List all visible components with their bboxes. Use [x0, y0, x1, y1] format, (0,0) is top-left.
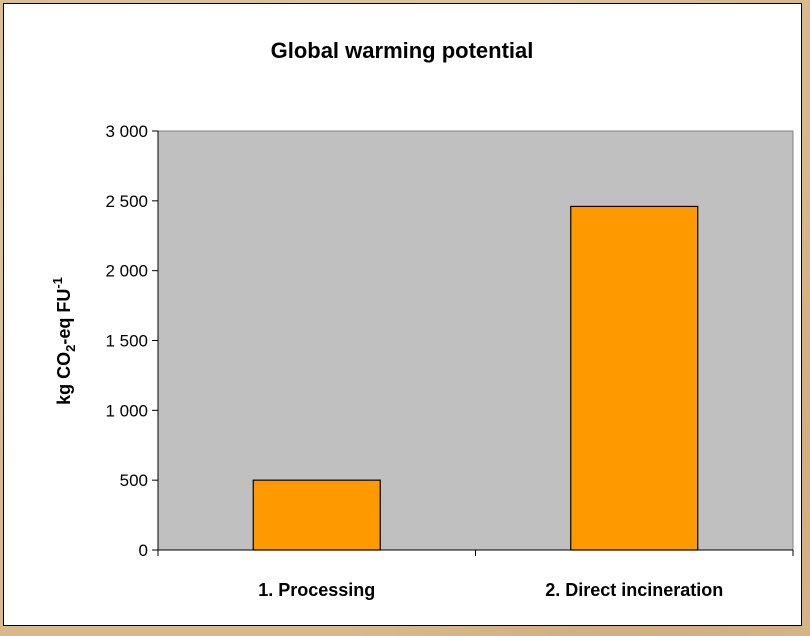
y-axis-label-main: kg CO	[54, 352, 74, 405]
y-tick-label: 500	[120, 471, 148, 490]
y-tick-label: 1 000	[105, 401, 148, 420]
chart-title: Global warming potential	[271, 38, 534, 63]
y-tick-label: 1 500	[105, 332, 148, 351]
x-category-label: 1. Processing	[258, 580, 375, 600]
y-axis-label-subscript: 2	[63, 345, 78, 352]
y-tick-label: 2 500	[105, 192, 148, 211]
y-axis-label: kg CO2-eq FU-1	[50, 277, 78, 405]
y-tick-label: 2 000	[105, 262, 148, 281]
y-tick-label: 3 000	[105, 122, 148, 141]
bar	[252, 479, 381, 551]
category-labels: 1. Processing 2. Direct incineration	[258, 580, 723, 600]
x-axis	[157, 549, 794, 556]
bar	[570, 205, 699, 551]
bar-chart: Global warming potential 0 500 1 000 1 500 2…	[50, 38, 794, 600]
bars	[252, 205, 699, 551]
x-category-label: 2. Direct incineration	[545, 580, 723, 600]
y-axis: 0 500 1 000 1 500 2 000 2 500 3 000	[105, 122, 159, 560]
y-tick-label: 0	[139, 541, 148, 560]
chart-frame: Global warming potential 0 500 1 000 1 500 2…	[3, 3, 802, 626]
y-axis-label-superscript: -1	[50, 277, 65, 289]
y-axis-label-mid: -eq FU	[54, 289, 74, 345]
